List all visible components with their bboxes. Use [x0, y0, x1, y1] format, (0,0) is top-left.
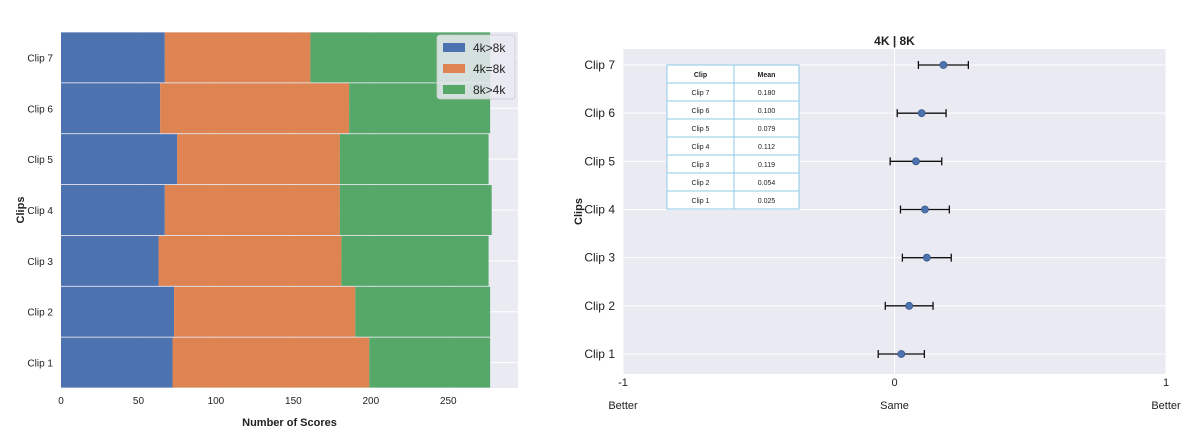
- left-x-tick-labels: 0 50 100 150 200 250: [58, 396, 457, 407]
- bar-clip-5-4k8k: [177, 134, 340, 185]
- right-y-tick-label: Clip 2: [584, 299, 615, 313]
- left-x-tick-label: 200: [362, 396, 379, 407]
- left-x-tick-label: 150: [285, 396, 302, 407]
- right-x-tick-labels: -1 Better 0 Same 1 Better: [608, 377, 1181, 412]
- left-y-axis-label: Clips: [15, 197, 27, 224]
- right-y-tick-labels: Clip 1 Clip 2 Clip 3 Clip 4 Clip 5 Clip 6 Clip…: [584, 58, 615, 361]
- bar-clip-5-8k4k: [339, 134, 489, 185]
- bar-clip-7-4k8k: [164, 32, 311, 83]
- left-y-tick-labels: Clip 1 Clip 2 Clip 3 Clip 4 Clip 5 Clip 6 Clip…: [27, 53, 53, 369]
- legend-swatch: [443, 85, 465, 94]
- stacked-bar-chart: Clip 1 Clip 2 Clip 3 Clip 4 Clip 5 Clip 6 Clip…: [15, 32, 518, 429]
- table-cell: Clip 7: [692, 90, 710, 97]
- bar-clip-1-8k4k: [369, 337, 491, 388]
- right-x-tick-sublabel: Better: [608, 400, 638, 412]
- left-x-tick-label: 250: [440, 396, 457, 407]
- table-cell: 0.180: [758, 90, 776, 97]
- right-x-tick-label: 0: [891, 377, 897, 389]
- right-x-tick-sublabel: Better: [1151, 400, 1181, 412]
- table-cell: 0.025: [758, 198, 776, 205]
- bar-clip-2-4k8k: [61, 286, 175, 337]
- right-y-tick-label: Clip 5: [584, 154, 615, 168]
- table-header-cell: Clip: [694, 72, 707, 79]
- data-point-clip-3: [922, 253, 931, 262]
- left-y-tick-label: Clip 2: [27, 308, 53, 319]
- left-bars: [61, 32, 492, 388]
- bar-clip-6-4k8k: [160, 83, 350, 134]
- left-y-tick-label: Clip 6: [27, 104, 53, 115]
- left-x-axis-label: Number of Scores: [242, 417, 337, 429]
- legend: 4k>8k 4k=8k 8k>4k: [436, 34, 516, 100]
- table-cell: Clip 5: [692, 126, 710, 133]
- right-y-tick-label: Clip 4: [584, 203, 615, 217]
- right-data-points: [877, 61, 969, 358]
- right-chart-title: 4K | 8K: [874, 34, 915, 48]
- left-x-tick-label: 50: [133, 396, 145, 407]
- bar-clip-4-4k8k: [61, 185, 165, 235]
- bar-clip-2-8k4k: [355, 286, 491, 337]
- right-x-tick-sublabel: Same: [880, 400, 909, 412]
- table-cell: 0.100: [758, 108, 776, 115]
- bar-clip-4-4k8k: [164, 185, 340, 235]
- bar-clip-3-8k4k: [341, 235, 489, 286]
- data-point-clip-7: [939, 61, 948, 69]
- table-header-cell: Mean: [758, 72, 776, 79]
- bar-clip-3-4k8k: [61, 235, 159, 286]
- bar-clip-3-4k8k: [158, 235, 342, 286]
- data-point-clip-5: [912, 157, 920, 166]
- legend-swatch: [443, 64, 465, 73]
- table-cell: 0.112: [758, 144, 775, 151]
- data-point-clip-1: [897, 350, 906, 358]
- right-y-tick-label: Clip 6: [584, 106, 615, 120]
- bar-clip-5-4k8k: [61, 134, 178, 185]
- table-cell: Clip 1: [692, 198, 710, 205]
- legend-label: 8k>4k: [473, 83, 506, 97]
- bar-clip-7-4k8k: [61, 32, 165, 83]
- table-cell: Clip 4: [692, 144, 710, 151]
- right-x-tick-label: -1: [618, 377, 628, 389]
- right-x-tick-label: 1: [1163, 377, 1169, 389]
- left-x-tick-label: 0: [58, 396, 64, 407]
- left-y-tick-label: Clip 3: [27, 257, 53, 268]
- table-cell: Clip 3: [692, 162, 710, 169]
- table-cell: 0.054: [758, 180, 776, 187]
- right-y-axis-label: Clips: [573, 198, 585, 225]
- table-cell: Clip 2: [692, 180, 710, 187]
- right-y-tick-label: Clip 3: [584, 251, 615, 265]
- bar-clip-1-4k8k: [61, 337, 173, 388]
- data-point-clip-6: [917, 109, 926, 118]
- bar-clip-4-8k4k: [339, 185, 492, 235]
- left-y-tick-label: Clip 4: [27, 206, 53, 217]
- left-y-tick-label: Clip 7: [27, 53, 53, 64]
- table-cell: 0.119: [758, 162, 775, 169]
- bar-clip-6-4k8k: [61, 83, 161, 134]
- legend-swatch: [443, 43, 465, 52]
- mean-table: Clip Mean Clip 7 0.180 Clip 6 0.100 Clip 5 0.07…: [666, 64, 800, 210]
- data-point-clip-2: [905, 301, 914, 310]
- right-y-tick-label: Clip 1: [584, 347, 615, 361]
- left-x-tick-label: 100: [208, 396, 225, 407]
- legend-label: 4k=8k: [473, 62, 506, 76]
- table-cell: Clip 6: [692, 108, 710, 115]
- left-y-tick-label: Clip 5: [27, 155, 53, 166]
- bar-clip-2-4k8k: [174, 286, 356, 337]
- bar-clip-1-4k8k: [172, 337, 370, 388]
- right-y-tick-label: Clip 7: [584, 58, 615, 72]
- table-cell: 0.079: [758, 126, 776, 133]
- legend-label: 4k>8k: [473, 41, 506, 55]
- left-y-tick-label: Clip 1: [27, 359, 53, 370]
- data-point-clip-4: [921, 205, 929, 214]
